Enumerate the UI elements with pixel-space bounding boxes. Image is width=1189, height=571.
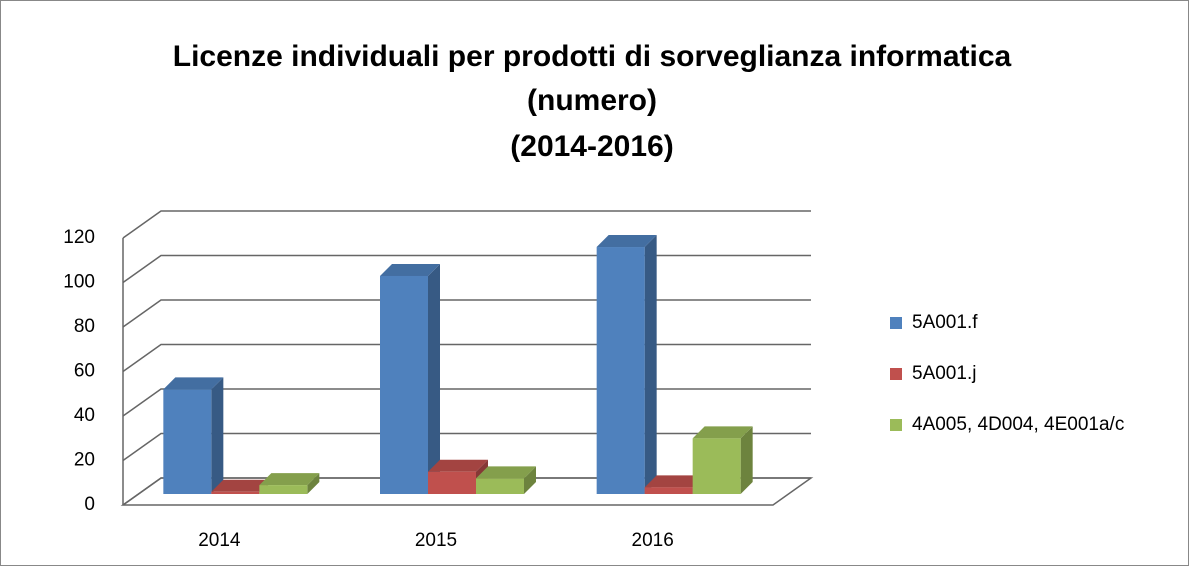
- y-tick-label: 100: [63, 272, 95, 293]
- bar-top: [428, 459, 488, 472]
- legend-label: 5A001.j: [912, 363, 976, 384]
- grid-line: [122, 254, 811, 284]
- bar-top: [259, 473, 320, 486]
- y-tick-label: 0: [84, 494, 95, 515]
- bar: [644, 487, 693, 494]
- bar: [692, 438, 741, 494]
- bar-side: [307, 473, 320, 494]
- bar-top: [596, 235, 657, 248]
- bar: [476, 478, 524, 494]
- bar: [596, 247, 645, 494]
- y-tick-label: 40: [74, 405, 95, 426]
- chart-title: Licenze individuali per prodotti di sorv…: [173, 40, 1012, 73]
- x-tick-label: 2016: [632, 530, 674, 551]
- bar-side: [524, 466, 536, 494]
- bar-top: [211, 479, 272, 492]
- grid-line: [122, 210, 811, 239]
- y-tick-label: 20: [74, 450, 95, 471]
- legend-label: 4A005, 4D004, 4E001a/c: [912, 414, 1124, 435]
- legend-label: 5A001.f: [912, 312, 978, 333]
- bar-side: [211, 377, 224, 494]
- y-tick-label: 80: [74, 316, 95, 337]
- grid-line: [122, 343, 811, 373]
- y-tick-label: 120: [63, 227, 95, 248]
- y-tick-label: 60: [74, 361, 95, 382]
- bar-top: [476, 466, 536, 479]
- bar-side: [644, 235, 657, 494]
- legend-swatch: [890, 419, 902, 431]
- bar-top: [644, 475, 705, 488]
- x-tick-label: 2015: [415, 530, 457, 551]
- chart-title: (numero): [527, 84, 657, 117]
- bar: [259, 485, 308, 494]
- grid-line: [122, 388, 811, 417]
- legend-swatch: [890, 368, 902, 380]
- legend-swatch: [890, 317, 902, 329]
- x-tick-label: 2014: [198, 530, 241, 551]
- chart-title: (2014-2016): [510, 130, 673, 163]
- grid-line: [122, 432, 811, 462]
- bar: [211, 491, 260, 494]
- bar-side: [740, 426, 753, 494]
- bar: [163, 389, 212, 494]
- bar-top: [163, 377, 224, 390]
- bar-top: [692, 426, 753, 439]
- grid-line: [122, 299, 811, 328]
- bar: [428, 471, 476, 494]
- bar-side: [428, 263, 440, 494]
- bar: [380, 275, 428, 494]
- grid-line: [122, 477, 811, 506]
- bar-top: [380, 263, 440, 276]
